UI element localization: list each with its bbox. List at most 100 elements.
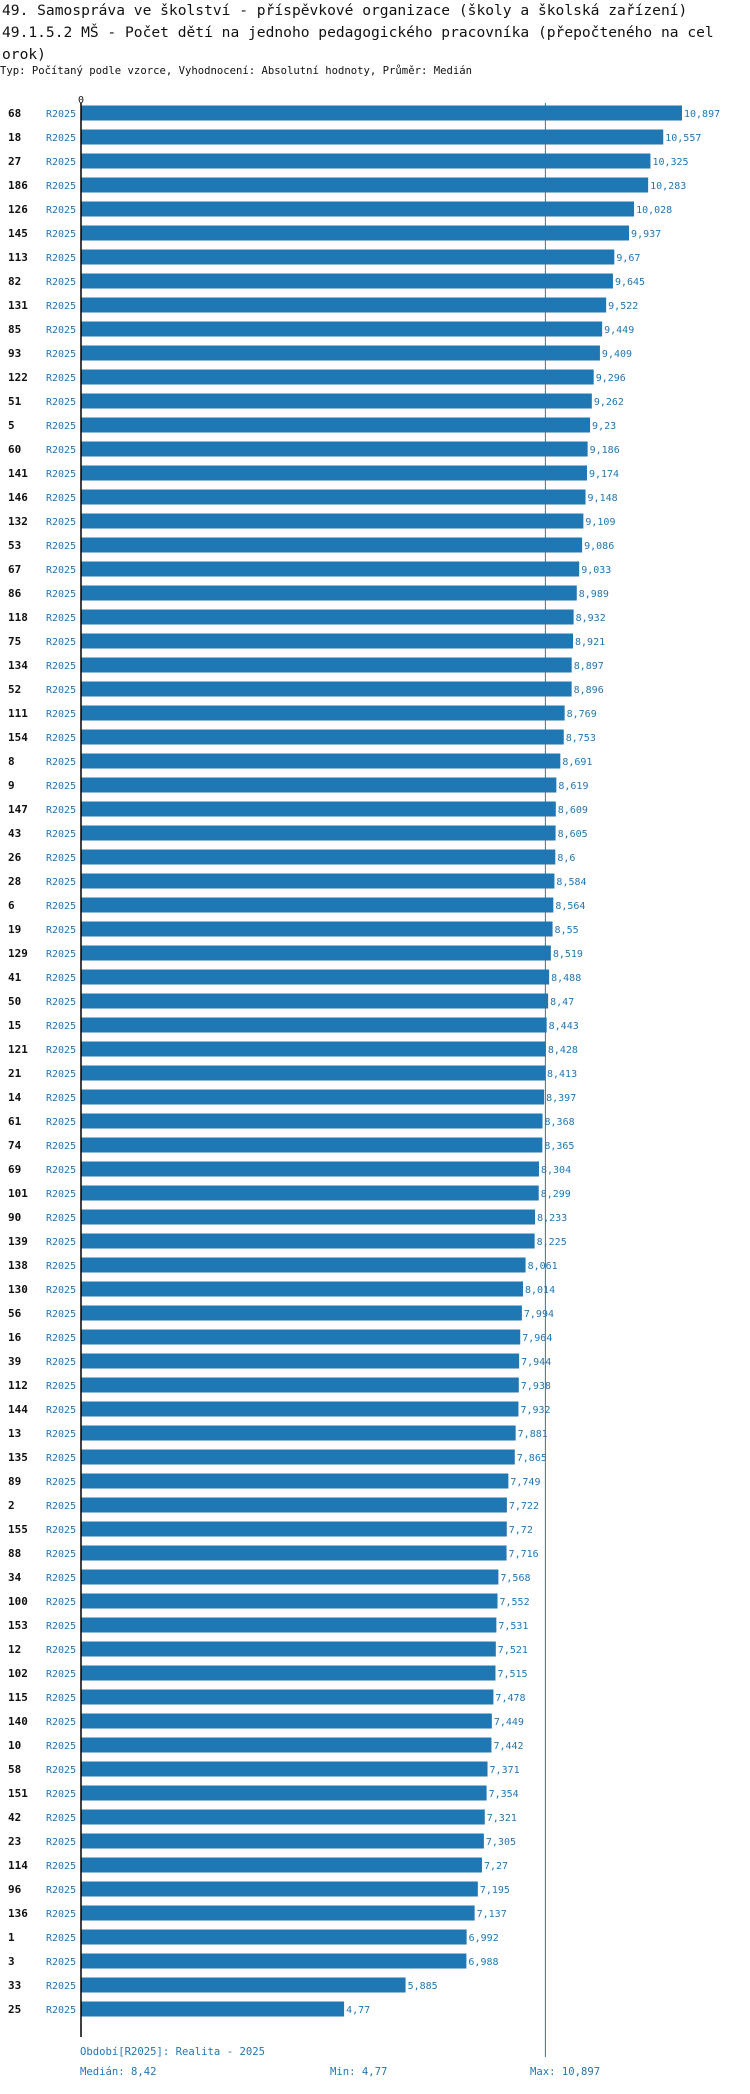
row-id-label: 23 xyxy=(8,1835,21,1848)
row-id-label: 114 xyxy=(8,1859,28,1872)
series-label: R2025 xyxy=(46,997,76,1008)
bar xyxy=(81,225,630,241)
bar-value-label: 8,365 xyxy=(544,1141,574,1152)
min-stat-value: 4,77 xyxy=(361,2066,388,2078)
row-id-label: 28 xyxy=(8,875,21,888)
bar xyxy=(81,1041,546,1057)
bar-value-label: 8,443 xyxy=(549,1021,579,1032)
bar-value-label: 9,937 xyxy=(631,229,661,240)
bar xyxy=(81,945,551,961)
row-id-label: 82 xyxy=(8,275,21,288)
bar xyxy=(81,705,565,721)
bar xyxy=(81,849,556,865)
series-label: R2025 xyxy=(46,1789,76,1800)
series-label: R2025 xyxy=(46,1717,76,1728)
bar-value-label: 8,609 xyxy=(558,805,588,816)
bar-value-label: 7,716 xyxy=(509,1549,539,1560)
axis-zero-label: 0 xyxy=(78,95,84,106)
row-id-label: 186 xyxy=(8,179,28,192)
row-id-label: 102 xyxy=(8,1667,28,1680)
chart-title: 49. Samospráva ve školství - příspěvkové… xyxy=(2,0,746,66)
bar xyxy=(81,321,603,337)
bar xyxy=(81,537,583,553)
title-line-1: 49. Samospráva ve školství - příspěvkové… xyxy=(2,2,688,19)
row-id-label: 145 xyxy=(8,227,28,240)
row-id-label: 6 xyxy=(8,899,15,912)
bar xyxy=(81,1833,484,1849)
bar-value-label: 6,992 xyxy=(469,1933,499,1944)
series-label: R2025 xyxy=(46,565,76,576)
series-label: R2025 xyxy=(46,1213,76,1224)
row-id-label: 122 xyxy=(8,371,28,384)
bar-value-label: 9,086 xyxy=(584,541,614,552)
bar xyxy=(81,393,592,409)
row-id-label: 16 xyxy=(8,1331,22,1344)
max-stat: Max: 10,897 xyxy=(530,2065,600,2079)
bar-value-label: 8,47 xyxy=(550,997,574,1008)
bar-value-label: 8,921 xyxy=(575,637,605,648)
bar-value-label: 8,061 xyxy=(528,1261,558,1272)
bar-value-label: 7,521 xyxy=(498,1645,528,1656)
series-label: R2025 xyxy=(46,733,76,744)
row-id-label: 68 xyxy=(8,107,21,120)
bar-value-label: 8,397 xyxy=(546,1093,576,1104)
bar-value-label: 9,174 xyxy=(589,469,619,480)
row-id-label: 126 xyxy=(8,203,28,216)
bar-value-label: 10,283 xyxy=(650,181,686,192)
row-id-label: 51 xyxy=(8,395,22,408)
bar-value-label: 7,442 xyxy=(493,1741,523,1752)
row-id-label: 135 xyxy=(8,1451,28,1464)
bar xyxy=(81,921,553,937)
series-label: R2025 xyxy=(46,1861,76,1872)
series-label: R2025 xyxy=(46,229,76,240)
bar xyxy=(81,1545,507,1561)
bar-value-label: 5,885 xyxy=(408,1981,438,1992)
row-id-label: 129 xyxy=(8,947,28,960)
bar xyxy=(81,1857,482,1873)
series-label: R2025 xyxy=(46,397,76,408)
max-stat-value: 10,897 xyxy=(561,2066,601,2078)
bar-value-label: 7,27 xyxy=(484,1861,508,1872)
row-id-label: 9 xyxy=(8,779,15,792)
bar-value-label: 8,564 xyxy=(555,901,585,912)
series-label: R2025 xyxy=(46,373,76,384)
series-label: R2025 xyxy=(46,469,76,480)
row-id-label: 5 xyxy=(8,419,15,432)
series-label: R2025 xyxy=(46,1981,76,1992)
row-id-label: 74 xyxy=(8,1139,22,1152)
series-label: R2025 xyxy=(46,493,76,504)
row-id-label: 113 xyxy=(8,251,28,264)
bar xyxy=(81,1185,539,1201)
bar xyxy=(81,1641,496,1657)
series-label: R2025 xyxy=(46,925,76,936)
bar-value-label: 7,749 xyxy=(510,1477,540,1488)
bar-value-label: 8,619 xyxy=(558,781,588,792)
bar-value-label: 7,938 xyxy=(521,1381,551,1392)
series-label: R2025 xyxy=(46,1021,76,1032)
bar-value-label: 7,137 xyxy=(477,1909,507,1920)
bar xyxy=(81,657,572,673)
row-id-label: 130 xyxy=(8,1283,28,1296)
row-id-label: 100 xyxy=(8,1595,28,1608)
bar xyxy=(81,369,594,385)
row-id-label: 140 xyxy=(8,1715,28,1728)
bar xyxy=(81,1737,492,1753)
bar-value-label: 8,691 xyxy=(562,757,592,768)
bar xyxy=(81,1881,478,1897)
series-label: R2025 xyxy=(46,445,76,456)
series-label: R2025 xyxy=(46,877,76,888)
bar xyxy=(81,1209,536,1225)
series-label: R2025 xyxy=(46,1957,76,1968)
bar-value-label: 8,897 xyxy=(574,661,604,672)
bar xyxy=(81,801,556,817)
bar-value-label: 8,299 xyxy=(541,1189,571,1200)
row-id-label: 134 xyxy=(8,659,28,672)
row-id-label: 153 xyxy=(8,1619,28,1632)
row-id-label: 3 xyxy=(8,1955,15,1968)
bar-value-label: 8,304 xyxy=(541,1165,571,1176)
series-label: R2025 xyxy=(46,613,76,624)
bar-value-label: 8,428 xyxy=(548,1045,578,1056)
bar-value-label: 8,225 xyxy=(537,1237,567,1248)
series-label: R2025 xyxy=(46,685,76,696)
